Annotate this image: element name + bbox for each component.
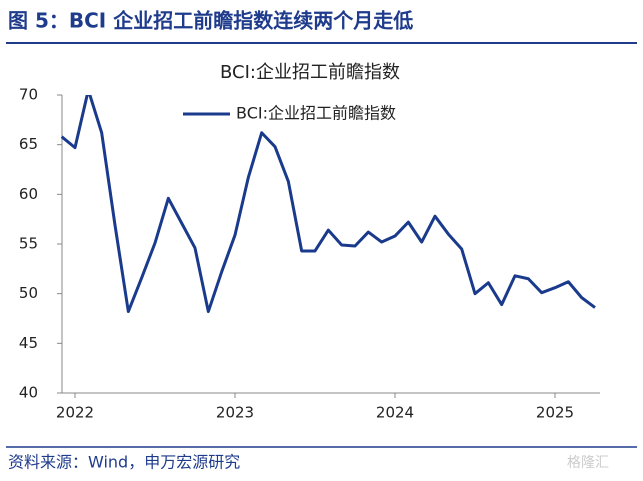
y-tick-label: 50 [19, 284, 38, 302]
figure-title: 图 5：BCI 企业招工前瞻指数连续两个月走低 [8, 9, 413, 33]
y-tick-label: 70 [19, 86, 38, 104]
legend-label: BCI:企业招工前瞻指数 [236, 104, 396, 123]
y-tick-label: 65 [19, 135, 38, 153]
data-line [60, 95, 596, 314]
watermark: 格隆汇 [567, 455, 609, 471]
source-note: 资料来源：Wind，申万宏源研究 [8, 453, 240, 472]
x-tick-label: 2023 [216, 404, 254, 422]
x-tick-label: 2024 [376, 404, 414, 422]
x-tick-label: 2022 [56, 404, 94, 422]
x-tick-label: 2025 [536, 404, 574, 422]
y-tick-label: 55 [19, 235, 38, 253]
y-tick-label: 60 [19, 185, 38, 203]
y-tick-label: 40 [19, 384, 38, 402]
y-tick-label: 45 [19, 334, 38, 352]
chart-title: BCI:企业招工前瞻指数 [220, 62, 400, 83]
